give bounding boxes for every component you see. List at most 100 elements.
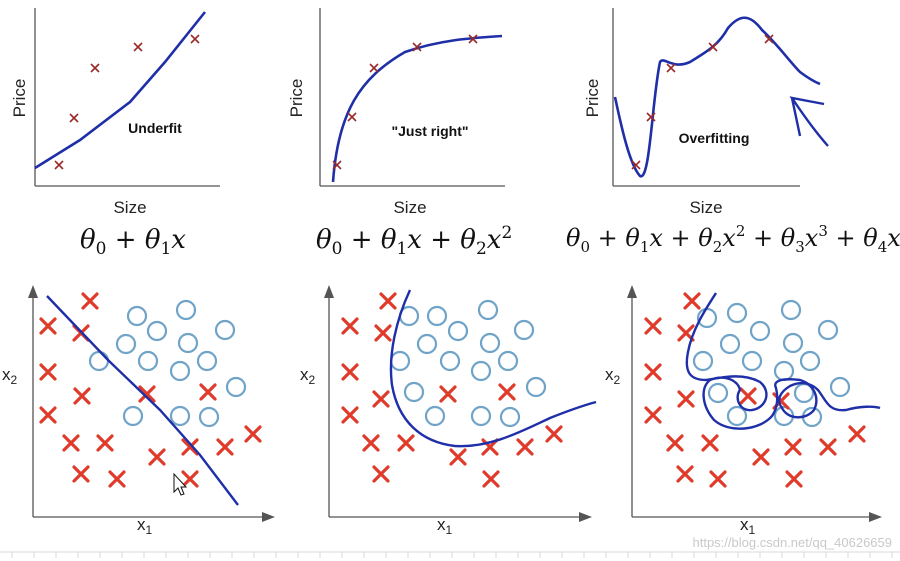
complex-boundary-panel: x2 x1 bbox=[605, 285, 882, 537]
class-circle bbox=[198, 406, 220, 428]
class-cross bbox=[439, 385, 457, 403]
class-cross bbox=[709, 470, 727, 488]
overfitting-hand-drawn-arrow bbox=[789, 96, 829, 147]
linear-boundary-circles bbox=[88, 299, 247, 428]
class-cross bbox=[81, 292, 99, 310]
class-cross bbox=[785, 470, 803, 488]
class-circle bbox=[726, 405, 748, 427]
class-cross bbox=[752, 448, 770, 466]
data-point bbox=[764, 34, 774, 44]
class-circle bbox=[115, 333, 137, 355]
overfitting-axes bbox=[612, 8, 800, 187]
data-point bbox=[631, 160, 641, 170]
underfit-fit-line bbox=[34, 11, 207, 170]
class-cross bbox=[244, 425, 262, 443]
just-right-axes bbox=[319, 8, 505, 187]
underfit-xlabel: Size bbox=[113, 198, 146, 217]
class-cross bbox=[644, 317, 662, 335]
class-circle bbox=[169, 360, 191, 382]
just-right-fit-line bbox=[331, 34, 503, 183]
class-cross bbox=[644, 363, 662, 381]
data-point bbox=[54, 160, 64, 170]
overfitting-fit-line bbox=[613, 16, 821, 178]
class-cross bbox=[449, 448, 467, 466]
data-point bbox=[666, 63, 676, 73]
underfit-data-points bbox=[54, 34, 200, 170]
smooth-boundary-ylabel: x2 bbox=[300, 365, 316, 387]
complex-boundary-ylabel: x2 bbox=[605, 365, 621, 387]
linear-boundary-axes bbox=[28, 285, 275, 522]
overfitting-panel: Price Size Overfitting θ0 + θ1x + θ2x2 +… bbox=[566, 8, 900, 256]
class-circle bbox=[196, 350, 218, 372]
just-right-label: "Just right" bbox=[391, 123, 468, 139]
class-circle bbox=[497, 350, 519, 372]
smooth-decision-boundary bbox=[389, 289, 597, 448]
class-cross bbox=[819, 438, 837, 456]
underfit-label: Underfit bbox=[128, 120, 182, 136]
overfitting-formula: θ0 + θ1x + θ2x2 + θ3x3 + θ4x4 bbox=[566, 222, 900, 256]
data-point bbox=[90, 63, 100, 73]
class-cross bbox=[362, 434, 380, 452]
underfit-panel: Price Size Underfit θ0 + θ1x bbox=[10, 8, 220, 259]
class-cross bbox=[516, 438, 534, 456]
linear-boundary-ylabel: x2 bbox=[2, 365, 18, 387]
class-circle bbox=[780, 299, 802, 321]
watermark: https://blog.csdn.net/qq_40626659 bbox=[693, 535, 893, 550]
class-cross bbox=[701, 434, 719, 452]
smooth-boundary-crosses bbox=[341, 292, 563, 488]
just-right-xlabel: Size bbox=[393, 198, 426, 217]
class-circle bbox=[525, 376, 547, 398]
class-cross bbox=[677, 390, 695, 408]
class-circle bbox=[692, 350, 714, 372]
data-point bbox=[133, 42, 143, 52]
class-cross bbox=[39, 317, 57, 335]
smooth-boundary-panel: x2 x1 bbox=[300, 285, 597, 537]
linear-boundary-crosses bbox=[39, 292, 262, 488]
underfit-ylabel: Price bbox=[10, 79, 29, 118]
overfitting-xlabel: Size bbox=[689, 198, 722, 217]
class-circle bbox=[389, 350, 411, 372]
class-cross bbox=[739, 387, 757, 405]
data-point bbox=[190, 34, 200, 44]
data-point bbox=[412, 42, 422, 52]
complex-decision-boundary bbox=[685, 292, 881, 430]
class-circle bbox=[799, 350, 821, 372]
class-circle bbox=[88, 350, 110, 372]
underfit-formula: θ0 + θ1x bbox=[80, 225, 186, 259]
class-circle bbox=[416, 333, 438, 355]
class-cross bbox=[545, 425, 563, 443]
class-circle bbox=[719, 333, 741, 355]
class-cross bbox=[108, 470, 126, 488]
class-cross bbox=[498, 383, 516, 401]
just-right-ylabel: Price bbox=[287, 79, 306, 118]
class-circle bbox=[513, 319, 535, 341]
just-right-data-points bbox=[332, 34, 478, 170]
class-cross bbox=[397, 434, 415, 452]
just-right-formula: θ0 + θ1x + θ2x2 bbox=[316, 223, 512, 259]
smooth-boundary-circles bbox=[389, 299, 547, 428]
class-circle bbox=[479, 332, 501, 354]
class-cross bbox=[374, 324, 392, 342]
class-cross bbox=[666, 434, 684, 452]
complex-boundary-circles bbox=[692, 299, 851, 428]
linear-decision-boundary bbox=[46, 295, 239, 506]
linear-boundary-panel: x2 x1 bbox=[2, 285, 275, 537]
class-circle bbox=[439, 350, 461, 372]
class-cross bbox=[848, 425, 866, 443]
class-cross bbox=[644, 406, 662, 424]
class-cross bbox=[683, 292, 701, 310]
class-circle bbox=[447, 320, 469, 342]
class-circle bbox=[146, 320, 168, 342]
class-circle bbox=[169, 405, 191, 427]
class-circle bbox=[817, 319, 839, 341]
data-point bbox=[708, 42, 718, 52]
class-circle bbox=[707, 382, 729, 404]
class-circle bbox=[782, 332, 804, 354]
smooth-boundary-axes bbox=[324, 285, 592, 522]
class-circle bbox=[749, 320, 771, 342]
class-cross bbox=[138, 385, 156, 403]
class-circle bbox=[470, 360, 492, 382]
class-cross bbox=[372, 390, 390, 408]
class-cross bbox=[341, 363, 359, 381]
